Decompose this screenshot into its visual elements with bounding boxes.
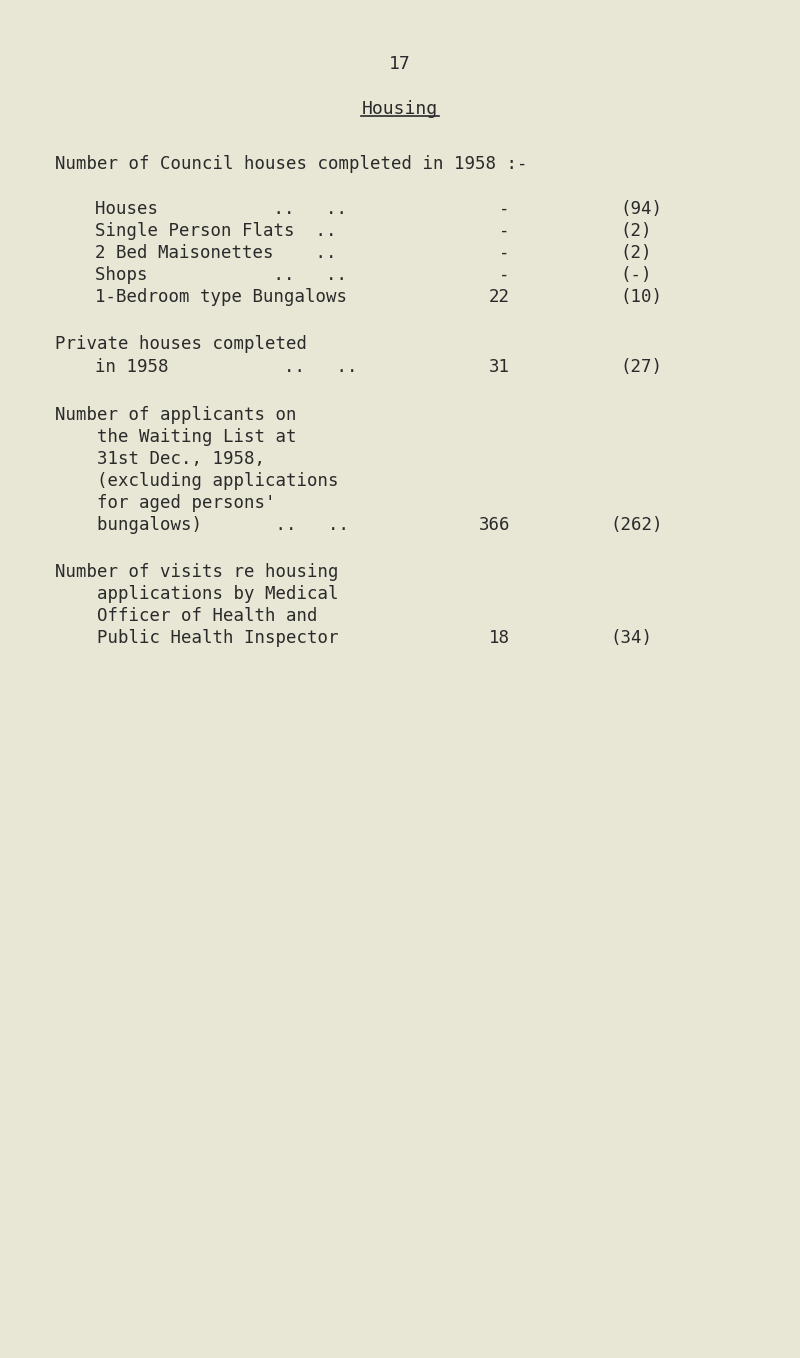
Text: (10): (10) bbox=[620, 288, 662, 306]
Text: 31: 31 bbox=[489, 359, 510, 376]
Text: Officer of Health and: Officer of Health and bbox=[55, 607, 318, 625]
Text: -: - bbox=[499, 221, 510, 240]
Text: bungalows)       ..   ..: bungalows) .. .. bbox=[55, 516, 349, 534]
Text: (2): (2) bbox=[620, 221, 651, 240]
Text: Private houses completed: Private houses completed bbox=[55, 335, 307, 353]
Text: -: - bbox=[499, 244, 510, 262]
Text: Number of visits re housing: Number of visits re housing bbox=[55, 564, 338, 581]
Text: Public Health Inspector: Public Health Inspector bbox=[55, 629, 338, 646]
Text: 2 Bed Maisonettes    ..: 2 Bed Maisonettes .. bbox=[95, 244, 337, 262]
Text: -: - bbox=[499, 266, 510, 284]
Text: Single Person Flats  ..: Single Person Flats .. bbox=[95, 221, 337, 240]
Text: applications by Medical: applications by Medical bbox=[55, 585, 338, 603]
Text: (262): (262) bbox=[610, 516, 662, 534]
Text: 31st Dec., 1958,: 31st Dec., 1958, bbox=[55, 449, 265, 469]
Text: (2): (2) bbox=[620, 244, 651, 262]
Text: (94): (94) bbox=[620, 200, 662, 219]
Text: Housing: Housing bbox=[362, 100, 438, 118]
Text: in 1958           ..   ..: in 1958 .. .. bbox=[95, 359, 358, 376]
Text: 22: 22 bbox=[489, 288, 510, 306]
Text: 18: 18 bbox=[489, 629, 510, 646]
Text: Number of applicants on: Number of applicants on bbox=[55, 406, 297, 424]
Text: (excluding applications: (excluding applications bbox=[55, 473, 338, 490]
Text: Shops            ..   ..: Shops .. .. bbox=[95, 266, 347, 284]
Text: Number of Council houses completed in 1958 :-: Number of Council houses completed in 19… bbox=[55, 155, 527, 172]
Text: for aged persons': for aged persons' bbox=[55, 494, 275, 512]
Text: (34): (34) bbox=[610, 629, 652, 646]
Text: -: - bbox=[499, 200, 510, 219]
Text: 366: 366 bbox=[478, 516, 510, 534]
Text: (27): (27) bbox=[620, 359, 662, 376]
Text: 17: 17 bbox=[389, 56, 411, 73]
Text: Houses           ..   ..: Houses .. .. bbox=[95, 200, 347, 219]
Text: 1-Bedroom type Bungalows: 1-Bedroom type Bungalows bbox=[95, 288, 347, 306]
Text: the Waiting List at: the Waiting List at bbox=[55, 428, 297, 445]
Text: (-): (-) bbox=[620, 266, 651, 284]
